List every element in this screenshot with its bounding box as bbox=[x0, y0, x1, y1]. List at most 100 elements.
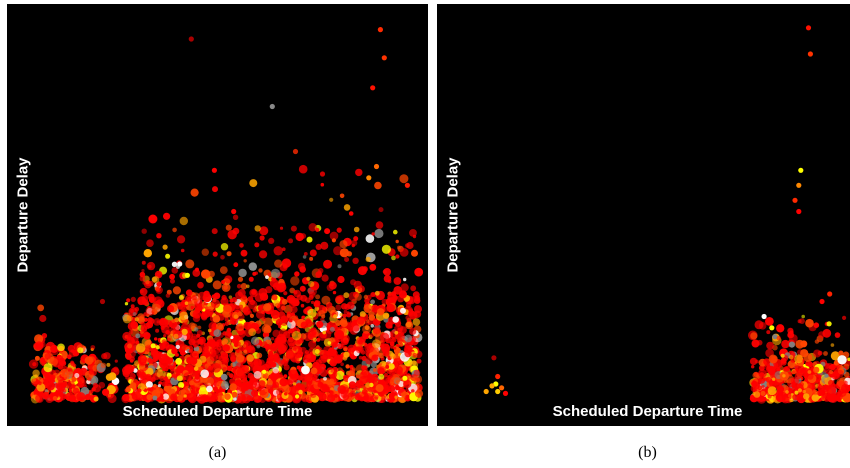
scatter-point bbox=[128, 330, 133, 335]
scatter-point bbox=[761, 385, 765, 389]
scatter-point bbox=[67, 344, 76, 353]
scatter-point bbox=[346, 301, 355, 310]
scatter-point bbox=[750, 332, 758, 340]
scatter-point bbox=[248, 276, 254, 282]
scatter-point bbox=[363, 294, 369, 300]
scatter-point bbox=[216, 322, 223, 330]
scatter-point bbox=[220, 243, 229, 251]
scatter-point bbox=[93, 396, 99, 402]
scatter-point bbox=[380, 332, 390, 342]
scatter-point bbox=[197, 281, 204, 289]
scatter-point bbox=[175, 357, 183, 365]
scatter-point bbox=[190, 305, 194, 310]
scatter-point bbox=[34, 341, 44, 351]
scatter-point bbox=[43, 363, 53, 373]
scatter-point bbox=[416, 358, 422, 364]
scatter-point bbox=[58, 357, 66, 365]
scatter-point bbox=[312, 337, 317, 342]
scatter-point bbox=[171, 347, 178, 355]
scatter-point bbox=[188, 36, 194, 42]
scatter-point bbox=[373, 368, 377, 372]
scatter-point bbox=[213, 329, 222, 337]
scatter-point bbox=[332, 342, 339, 348]
scatter-point bbox=[811, 393, 820, 402]
scatter-point bbox=[262, 369, 267, 374]
scatter-point bbox=[229, 378, 236, 385]
scatter-point bbox=[296, 294, 303, 301]
scatter-point bbox=[340, 362, 344, 367]
scatter-point bbox=[127, 343, 133, 349]
scatter-point bbox=[143, 249, 152, 258]
scatter-point bbox=[240, 249, 248, 257]
scatter-point bbox=[46, 381, 55, 391]
scatter-point bbox=[413, 374, 423, 384]
scatter-point bbox=[212, 376, 222, 387]
scatter-point bbox=[211, 228, 218, 235]
scatter-point bbox=[197, 394, 207, 404]
scatter-point bbox=[291, 330, 302, 341]
scatter-point bbox=[805, 25, 812, 31]
scatter-point bbox=[72, 363, 77, 368]
scatter-point bbox=[282, 359, 287, 363]
scatter-point bbox=[364, 343, 374, 354]
scatter-point bbox=[414, 267, 424, 277]
scatter-point bbox=[758, 369, 767, 378]
scatter-point bbox=[391, 291, 397, 297]
scatter-point bbox=[802, 389, 806, 394]
scatter-point bbox=[268, 237, 275, 244]
scatter-point bbox=[382, 349, 390, 357]
scatter-point bbox=[394, 357, 403, 367]
scatter-point bbox=[57, 343, 65, 352]
scatter-point bbox=[177, 235, 186, 244]
scatter-point bbox=[224, 275, 233, 284]
scatter-point bbox=[273, 354, 281, 363]
scatter-point bbox=[88, 369, 95, 375]
scatter-point bbox=[211, 167, 217, 173]
scatter-point bbox=[799, 382, 804, 387]
scatter-point bbox=[34, 334, 44, 344]
scatter-point bbox=[382, 269, 387, 274]
scatter-point bbox=[202, 293, 212, 303]
scatter-point bbox=[344, 257, 350, 262]
scatter-point bbox=[339, 313, 343, 317]
scatter-point bbox=[815, 379, 821, 385]
scatter-point bbox=[309, 256, 314, 261]
scatter-point bbox=[254, 384, 260, 390]
scatter-point bbox=[225, 224, 232, 231]
scatter-point bbox=[288, 238, 294, 244]
scatter-point bbox=[409, 327, 417, 335]
scatter-point bbox=[213, 336, 222, 345]
scatter-point bbox=[817, 350, 823, 356]
scatter-point bbox=[125, 348, 130, 353]
scatter-point bbox=[141, 269, 145, 273]
scatter-point bbox=[395, 254, 400, 259]
scatter-point bbox=[230, 352, 235, 358]
scatter-point bbox=[812, 389, 819, 396]
scatter-point bbox=[362, 325, 371, 334]
scatter-point bbox=[813, 322, 820, 329]
scatter-point bbox=[835, 369, 844, 378]
scatter-point bbox=[198, 336, 206, 345]
scatter-point bbox=[248, 262, 257, 271]
scatter-point bbox=[391, 255, 396, 261]
scatter-point bbox=[319, 368, 328, 377]
scatter-point bbox=[767, 365, 776, 375]
scatter-point bbox=[302, 255, 307, 259]
scatter-point bbox=[386, 303, 395, 313]
scatter-point bbox=[339, 248, 349, 258]
scatter-point bbox=[828, 365, 833, 370]
scatter-point bbox=[226, 365, 233, 372]
scatter-point bbox=[200, 369, 209, 379]
scatter-point bbox=[76, 375, 85, 384]
scatter-point bbox=[273, 246, 283, 256]
scatter-point bbox=[782, 374, 786, 378]
scatter-point bbox=[231, 320, 235, 325]
scatter-point bbox=[139, 287, 148, 296]
scatter-point bbox=[252, 307, 258, 313]
scatter-point bbox=[397, 245, 401, 250]
scatter-point bbox=[165, 380, 169, 384]
scatter-point bbox=[208, 321, 218, 331]
scatter-point bbox=[270, 337, 275, 341]
scatter-point bbox=[141, 260, 146, 265]
scatter-point bbox=[195, 376, 200, 380]
